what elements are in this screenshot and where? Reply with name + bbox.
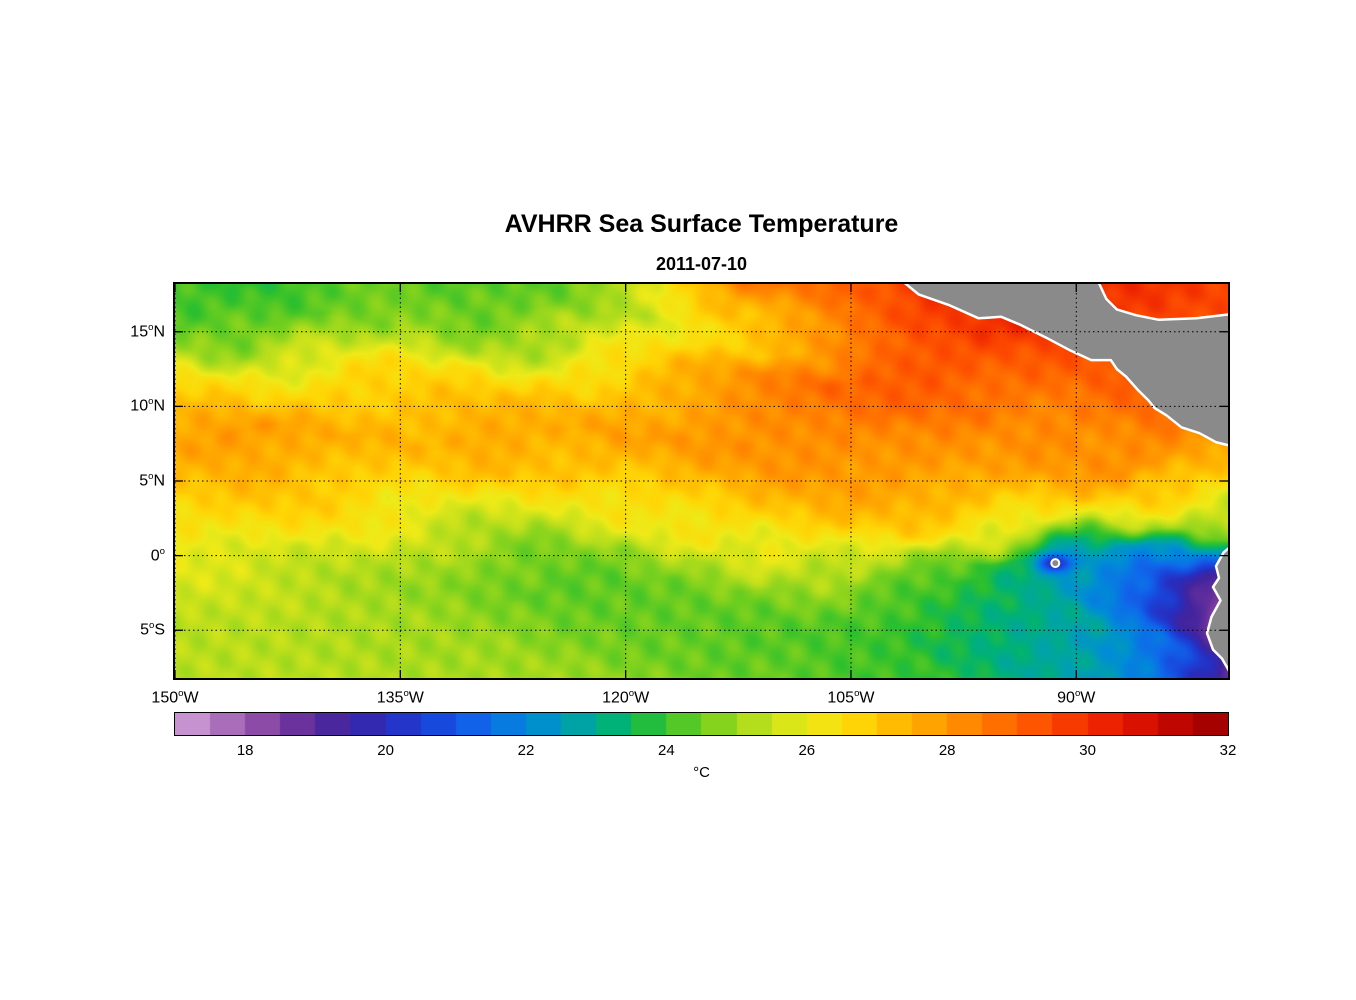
x-tick-label: 120oW [602, 688, 650, 707]
colorbar-tick-label: 20 [377, 742, 394, 759]
colorbar-tick-label: 28 [938, 742, 956, 759]
y-tick-label: 5oN [139, 471, 165, 490]
colorbar-canvas [175, 713, 1228, 735]
colorbar-tick-label: 22 [517, 742, 535, 759]
colorbar-tick-label: 24 [658, 742, 675, 759]
y-tick-label: 5oS [140, 620, 165, 639]
y-tick-label: 10oN [130, 396, 165, 415]
colorbar [174, 712, 1229, 736]
y-tick-label: 15oN [130, 321, 165, 341]
x-tick-label: 150oW [151, 688, 199, 707]
y-tick-label: 0o [150, 545, 165, 564]
colorbar-tick-label: 18 [236, 742, 254, 759]
colorbar-tick-label: 26 [798, 742, 816, 759]
x-tick-label: 90oW [1057, 688, 1096, 707]
sst-heatmap-canvas [175, 284, 1228, 678]
x-tick-label: 105oW [827, 688, 875, 707]
colorbar-unit-label: °C [693, 764, 710, 781]
x-tick-label: 135oW [376, 688, 424, 707]
chart-subtitle: 2011-07-10 [655, 254, 748, 274]
chart-title: AVHRR Sea Surface Temperature [504, 210, 899, 238]
sst-map-plot [173, 282, 1230, 680]
colorbar-tick-label: 32 [1219, 742, 1237, 759]
colorbar-tick-label: 30 [1079, 742, 1096, 759]
